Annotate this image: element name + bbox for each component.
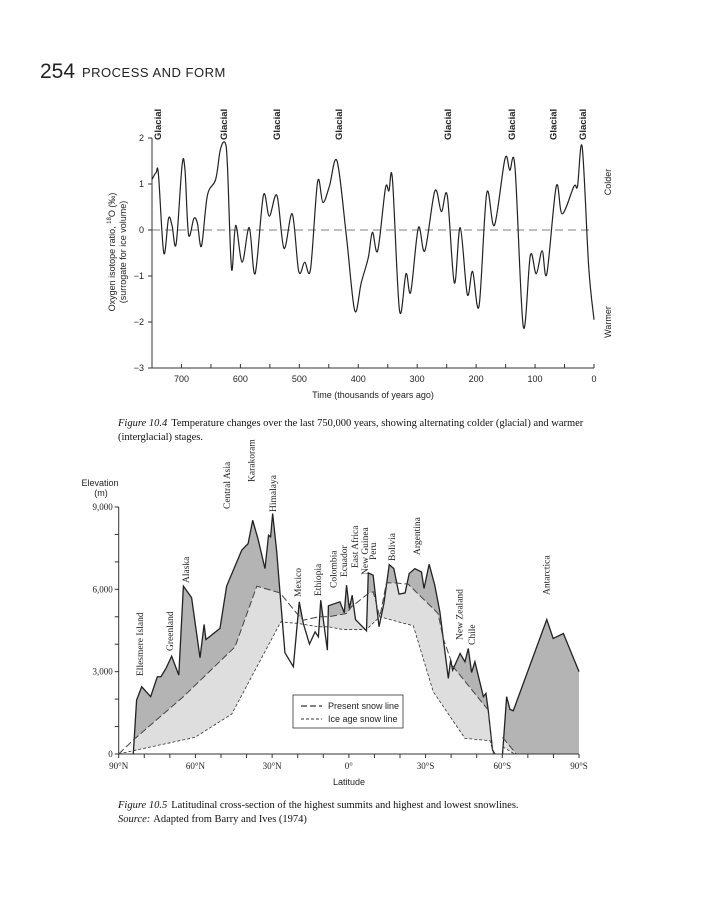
y-tick-label: −3: [134, 363, 144, 373]
y-axis-label-line2: (m): [94, 488, 108, 498]
y-tick-label: −1: [134, 271, 144, 281]
x-axis-label: Time (thousands of years ago): [312, 390, 434, 400]
region-label: Colombia: [329, 550, 339, 588]
warmer-label: Warmer: [603, 306, 613, 338]
y-axis-label-line2: (surrogate for ice volume): [118, 201, 128, 304]
glacial-label: Glacial: [548, 109, 559, 140]
x-tick-label: 60°S: [493, 761, 511, 771]
chart2-axes: 0 3,000 6,000 9,000 90°N 60°N 30°N 0° 30°S 60°S 90…: [92, 502, 587, 771]
y-tick-label: 0: [139, 225, 144, 235]
region-label: Peru: [369, 542, 379, 560]
region-label: Karakoram: [248, 439, 258, 482]
region-label: Argentina: [413, 516, 423, 555]
summit-line: [501, 617, 580, 755]
x-tick-label: 100: [528, 374, 543, 384]
x-tick-label: 30°S: [417, 761, 435, 771]
x-tick-label: 700: [174, 374, 189, 384]
present-snow-line: [118, 582, 494, 755]
x-tick-label: 600: [233, 374, 248, 384]
glacial-label: Glacial: [153, 109, 164, 140]
glacial-label: Glacial: [334, 109, 345, 140]
glacial-label: Glacial: [578, 109, 589, 140]
region-label: Himalaya: [269, 474, 279, 512]
region-label: Ellesmere Island: [136, 612, 146, 676]
legend-present-label: Present snow line: [328, 701, 399, 711]
x-tick-label: 0: [591, 374, 596, 384]
x-tick-label: 0°: [345, 761, 354, 771]
y-tick-label: 6,000: [92, 584, 113, 594]
ice-age-snow-line: [118, 616, 493, 755]
region-label: Bolivia: [388, 532, 398, 561]
figure-10-4-caption: Figure 10.4 Temperature changes over the …: [117, 418, 584, 429]
y-axis-label-line1: Elevation: [81, 478, 118, 488]
legend: Present snow line Ice age snow line: [292, 694, 404, 729]
x-axis-label: Latitude: [333, 777, 365, 787]
y-tick-label: 3,000: [92, 667, 113, 677]
glacial-label: Glacial: [272, 109, 283, 140]
ice-age-below-area: [133, 616, 515, 754]
region-label: Antarctica: [542, 555, 552, 595]
y-axis-label-line1: Oxygen isotope ratio, 18O (‰): [107, 193, 117, 312]
figure-10-4-caption-line2: (interglacial) stages.: [118, 432, 203, 443]
x-tick-label: 200: [469, 374, 484, 384]
y-tick-label: −2: [134, 317, 144, 327]
running-head: PROCESS AND FORM: [82, 65, 226, 80]
page-number: 254: [40, 60, 75, 83]
glacial-label: Glacial: [219, 109, 230, 140]
chart1-axes: 700 600 500 400 300 200 100 0 2 1 0 −1 −2 −3: [134, 133, 597, 384]
glacial-label: Glacial: [507, 109, 518, 140]
region-label: Alaska: [182, 556, 192, 583]
isotope-chart: 700 600 500 400 300 200 100 0 2 1 0 −1 −2 −3 Time (th…: [107, 109, 613, 400]
x-tick-label: 90°N: [109, 761, 129, 771]
region-label: Greenland: [166, 611, 176, 651]
legend-box: [292, 694, 404, 729]
ice-age-snow-line: [502, 746, 515, 755]
x-tick-label: 30°N: [263, 761, 283, 771]
x-tick-label: 400: [351, 374, 366, 384]
y-tick-label: 2: [139, 133, 144, 143]
legend-iceage-label: Ice age snow line: [328, 714, 398, 724]
region-label: New Guinea: [361, 526, 371, 575]
figure-10-5-caption: Figure 10.5 Latitudinal cross-section of …: [117, 800, 519, 811]
region-label: Mexico: [294, 568, 304, 597]
region-label: Chile: [468, 624, 478, 645]
x-tick-label: 500: [292, 374, 307, 384]
y-tick-label: 9,000: [92, 502, 113, 512]
glacial-label: Glacial: [443, 109, 454, 140]
x-tick-label: 300: [410, 374, 425, 384]
figure-10-5-source: Source: Adapted from Barry and Ives (1974…: [118, 814, 307, 825]
region-label: Central Asia: [223, 461, 233, 509]
region-label: East Africa: [350, 525, 361, 568]
region-label: Ecuador: [340, 545, 350, 577]
present-snow-line: [502, 737, 517, 755]
colder-label: Colder: [603, 169, 613, 196]
region-label: New Zealand: [455, 589, 465, 640]
y-tick-label: 1: [139, 179, 144, 189]
isotope-curve: [151, 141, 595, 330]
region-label: Ethiopia: [314, 563, 324, 596]
x-tick-label: 60°N: [186, 761, 206, 771]
y-tick-label: 0: [108, 749, 113, 759]
summit-snowline-chart: 0 3,000 6,000 9,000 90°N 60°N 30°N 0° 30°S 60°S 90…: [81, 439, 587, 787]
snowline-band: [133, 582, 517, 754]
summit-line: [132, 513, 496, 755]
x-tick-label: 90°S: [570, 761, 588, 771]
